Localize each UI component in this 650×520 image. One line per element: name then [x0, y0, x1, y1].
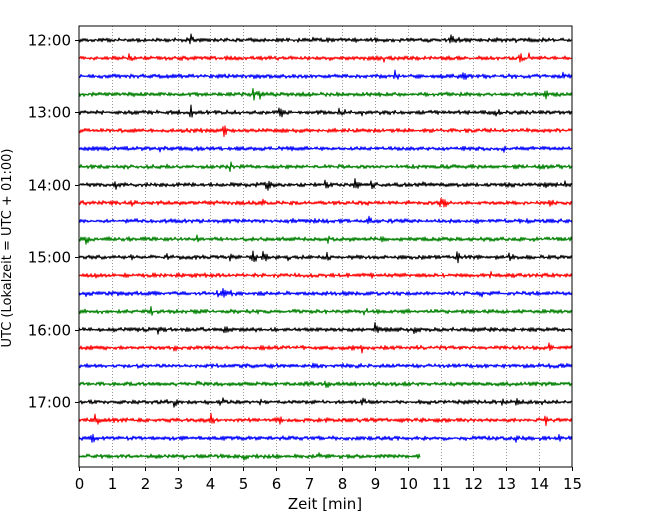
trace-1630 [78, 362, 573, 369]
x-tick-label-5: 5 [239, 475, 249, 493]
x-tick-label-8: 8 [338, 475, 348, 493]
plot-frame [78, 25, 573, 468]
trace-1415 [78, 197, 573, 208]
x-tick-label-11: 11 [432, 475, 451, 493]
trace-1215 [78, 52, 573, 63]
x-tick-label-6: 6 [272, 475, 282, 493]
y-tick-label-2: 14:00 [28, 177, 71, 195]
x-tick-label-4: 4 [206, 475, 216, 493]
trace-1500 [78, 250, 573, 264]
trace-1245 [78, 87, 573, 101]
y-tick-label-4: 16:00 [28, 322, 71, 340]
x-tick-label-14: 14 [530, 475, 549, 493]
x-tick-label-2: 2 [141, 475, 151, 493]
x-tick-label-9: 9 [371, 475, 381, 493]
x-tick-label-10: 10 [399, 475, 418, 493]
y-tick-label-0: 12:00 [28, 32, 71, 50]
x-tick-label-3: 3 [174, 475, 184, 493]
trace-1400 [78, 178, 573, 191]
x-tick-label-7: 7 [305, 475, 315, 493]
x-tick-label-13: 13 [497, 475, 516, 493]
trace-1345 [78, 161, 573, 173]
trace-1230 [78, 69, 573, 80]
trace-1700 [78, 397, 573, 408]
trace-1515 [78, 271, 573, 279]
trace-1530 [78, 287, 573, 298]
trace-1745 [78, 452, 421, 461]
trace-1315 [78, 125, 573, 137]
trace-1330 [78, 145, 573, 153]
x-axis: 0 1 2 3 4 5 6 7 8 9 10 11 12 13 14 15 [75, 467, 582, 493]
trace-1730 [78, 433, 573, 443]
trace-1200 [78, 33, 573, 45]
x-tick-label-15: 15 [563, 475, 582, 493]
x-tick-label-12: 12 [464, 475, 483, 493]
trace-1600 [78, 322, 573, 335]
trace-1300 [78, 104, 573, 118]
y-tick-label-5: 17:00 [28, 394, 71, 412]
traces [78, 33, 573, 461]
x-tick-label-1: 1 [108, 475, 118, 493]
y-axis: 12:00 13:00 14:00 15:00 16:00 17:00 [28, 32, 79, 412]
y-axis-label: UTC (Lokalzeit = UTC + 01:00) [0, 149, 15, 348]
y-tick-label-3: 15:00 [28, 249, 71, 267]
trace-1715 [78, 412, 573, 427]
trace-1545 [78, 305, 573, 316]
trace-1645 [78, 380, 573, 388]
x-tick-label-0: 0 [75, 475, 85, 493]
trace-1615 [78, 342, 573, 354]
x-axis-label: Zeit [min] [288, 495, 362, 513]
y-tick-label-1: 13:00 [28, 104, 71, 122]
trace-1445 [78, 234, 573, 245]
trace-1430 [78, 215, 573, 225]
